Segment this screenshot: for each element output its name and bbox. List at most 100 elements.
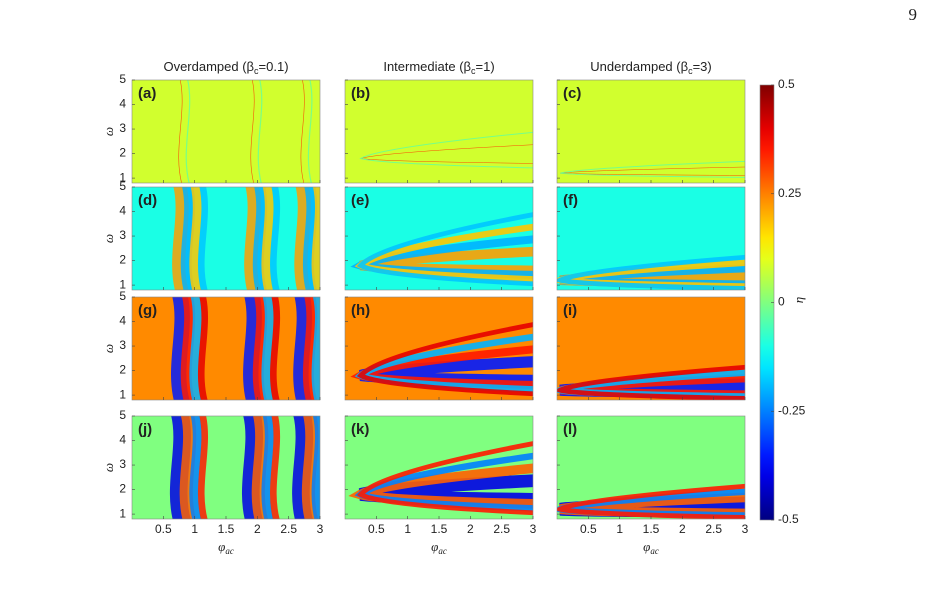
y-tick-label: 3 [119,228,126,242]
stripe [311,187,320,290]
stripe [241,416,263,519]
stripe [261,187,274,290]
heatmap-bg [132,187,320,290]
stripe [359,131,533,169]
y-tick-label: 4 [119,97,126,111]
stripe [270,187,281,290]
heatmap [132,182,327,295]
stripe [261,416,274,519]
title-text: Intermediate (β [383,59,471,74]
y-tick-label: 1 [119,277,126,291]
x-axis-label: φac [431,539,447,556]
y-tick-label: 4 [119,204,126,218]
stripe [300,80,305,183]
stripe [178,80,183,183]
heatmap [132,292,327,405]
y-tick-label: 3 [119,338,126,352]
x-tick-label: 2.5 [493,522,510,536]
stripe [292,416,314,519]
y-tick-label: 5 [119,408,126,422]
heatmap-bg [132,297,320,400]
x-tick-label: 2 [254,522,261,536]
x-tick-label: 3 [530,522,537,536]
stripe [270,416,281,519]
panel-label: (d) [138,192,157,209]
stripe [323,292,327,405]
title-sub: c [688,66,693,76]
stripe [356,212,533,287]
colorbar-tick-label: 0 [778,295,785,309]
stripe [356,322,533,397]
stripe [302,187,318,290]
stripe [307,80,313,183]
colorbar-tick-label: 0.25 [778,186,802,200]
panel-label: (j) [138,421,152,438]
y-tick-label: 1 [119,387,126,401]
x-tick-label: 3 [317,522,324,536]
stripe [185,80,191,183]
stripe [557,483,745,519]
title-text: =3) [693,59,712,74]
x-tick-label: 2.5 [280,522,297,536]
y-tick-label: 4 [119,314,126,328]
stripe [311,416,320,519]
stripe [356,441,533,516]
x-label-base: φ [643,539,650,554]
x-tick-label: 1 [616,522,623,536]
x-tick-label: 1 [191,522,198,536]
stripe [189,187,202,290]
x-label-base: φ [431,539,438,554]
stripe [293,297,313,400]
panel-label: (h) [351,302,370,319]
heatmap [345,80,533,183]
x-tick-label: 1.5 [431,522,448,536]
title-text: Underdamped (β [590,59,688,74]
title-text: =1) [476,59,495,74]
y-tick-label: 1 [119,170,126,184]
x-tick-label: 2.5 [705,522,722,536]
stripe [270,297,281,400]
y-tick-label: 3 [119,457,126,471]
heatmap [345,187,533,290]
stripe [180,297,196,400]
column-title: Overdamped (βc=0.1) [163,59,288,76]
colorbar-tick-label: -0.25 [778,403,806,417]
y-tick-label: 3 [119,121,126,135]
x-tick-label: 0.5 [580,522,597,536]
stripe [171,297,190,400]
stripe [172,187,189,290]
stripe [294,187,311,290]
y-tick-label: 5 [119,289,126,303]
title-text: =0.1) [259,59,289,74]
x-axis-label: φac [218,539,234,556]
panel-label: (c) [563,85,581,102]
x-tick-label: 0.5 [155,522,172,536]
stripe [244,187,261,290]
heatmap [345,297,533,400]
stripe [261,297,274,400]
stripe [243,297,262,400]
panel-label: (l) [563,421,577,438]
x-tick-label: 1.5 [643,522,660,536]
heatmap [345,416,533,519]
panel-label: (e) [351,192,369,209]
stripe [179,416,197,519]
x-axis-label: φac [643,539,659,556]
stripe [323,182,327,295]
y-tick-label: 2 [119,253,126,267]
stripe [180,187,196,290]
stripe [560,160,745,178]
stripe [169,416,191,519]
heatmap [132,416,320,519]
stripe [250,80,255,183]
panel-label: (b) [351,85,370,102]
x-label-base: φ [218,539,225,554]
y-tick-label: 4 [119,433,126,447]
panel-label: (a) [138,85,156,102]
panel-label: (i) [563,302,577,319]
stripe [557,364,745,400]
x-label-sub: ac [225,546,234,556]
y-tick-label: 2 [119,482,126,496]
